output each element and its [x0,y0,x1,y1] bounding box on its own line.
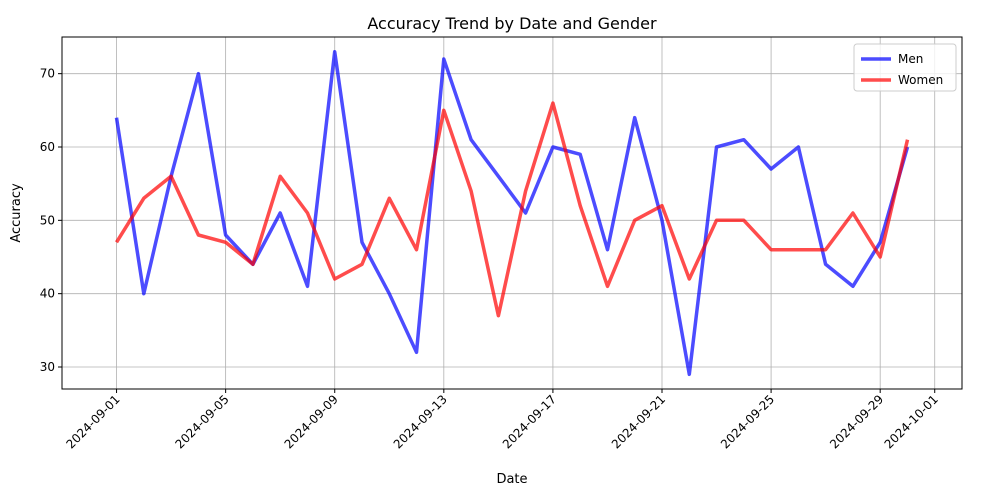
y-tick-label: 50 [40,213,55,227]
legend-label-men: Men [898,52,923,66]
y-tick-label: 30 [40,360,55,374]
legend-label-women: Women [898,73,943,87]
plot-frame [61,36,963,390]
y-axis-label: Accuracy [9,183,24,243]
grid [62,37,962,389]
y-tick-label: 60 [40,140,55,154]
legend: Men Women [853,43,957,92]
series-line-women [115,101,910,318]
y-tick-label: 70 [40,67,55,81]
chart-title: Accuracy Trend by Date and Gender [367,14,657,33]
y-tick-label: 40 [40,287,55,301]
series-lines [114,49,910,377]
x-axis-label: Date [496,472,527,487]
